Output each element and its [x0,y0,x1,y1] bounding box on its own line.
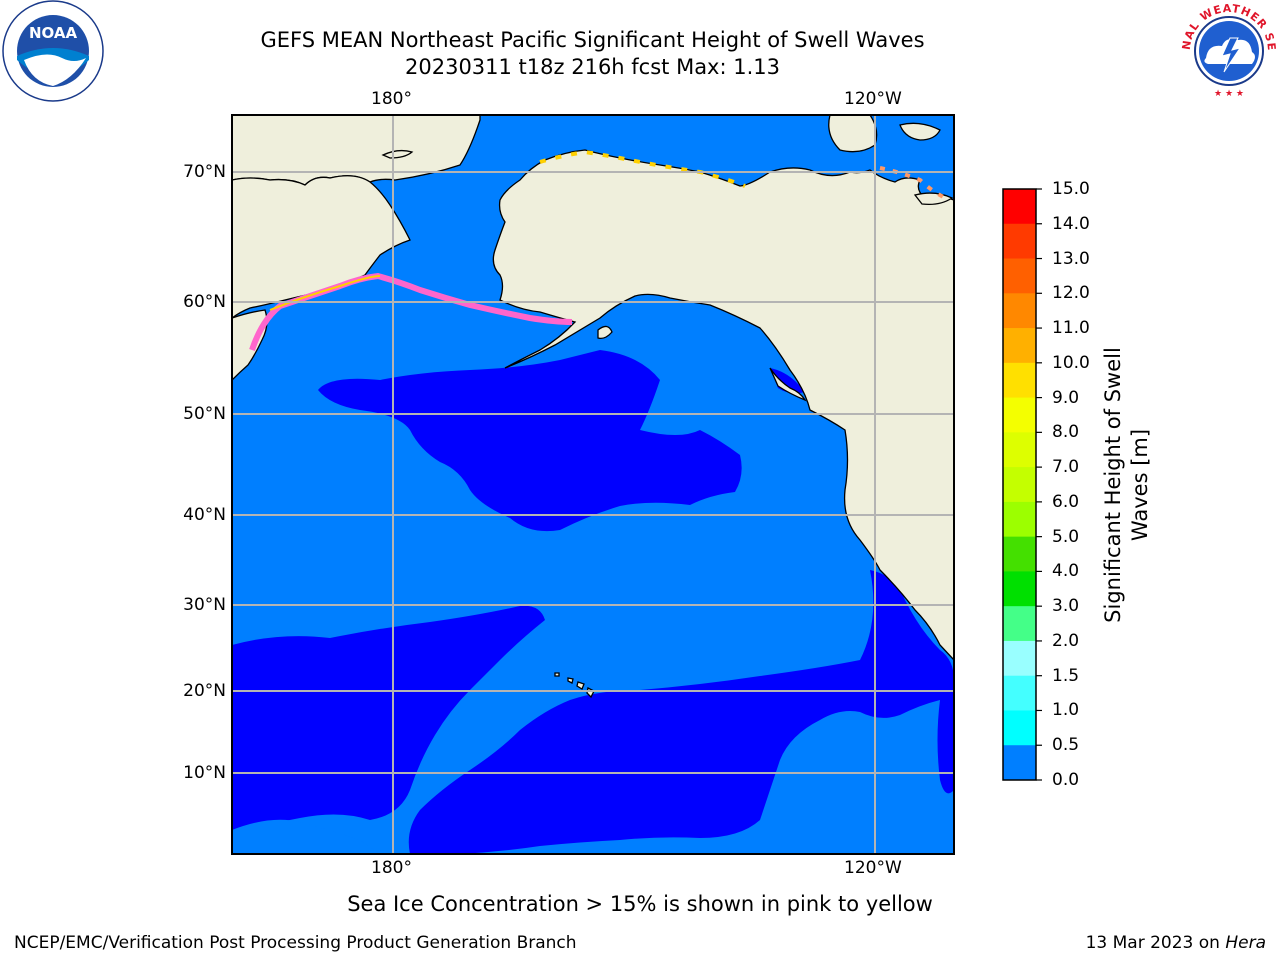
colorbar-tick-label: 10.0 [1052,352,1090,373]
alaska-siberia-land [232,115,954,661]
colorbar-tick-label: 1.0 [1052,700,1080,721]
colorbar-cell [1003,501,1036,538]
nws-logo: NATIONAL WEATHER SERVICE ★ ★ ★ [1178,0,1278,100]
lat-label-10n: 10°N [183,763,226,783]
colorbar-tick-label: 9.0 [1052,387,1080,408]
colorbar-cell [1003,675,1036,711]
noaa-logo: NOAA [2,0,104,102]
colorbar-tick-label: 15.0 [1052,179,1090,199]
map-border [231,114,955,855]
colorbar-tick-label: 0.0 [1052,770,1080,790]
graticule [232,115,954,854]
land-masses [232,115,954,699]
colorbar-cell [1003,362,1036,399]
colorbar-tick-label: 11.0 [1052,318,1090,339]
noaa-logo-text: NOAA [29,24,78,42]
colorbar-cell [1003,571,1036,607]
low-swell-north [318,350,742,532]
lat-label-50n: 50°N [183,404,226,424]
colorbar-tick-label: 7.0 [1052,457,1080,478]
colorbar-cell [1003,606,1036,642]
lat-label-60n: 60°N [183,292,226,312]
lon-label-top-120w: 120°W [844,89,902,109]
colorbar-title: Significant Height of Swell Waves [m] [1101,347,1152,623]
colorbar-cell [1003,710,1036,746]
sea-ice-note: Sea Ice Concentration > 15% is shown in … [347,892,933,916]
low-swell-southeast [408,570,954,854]
colorbar-cell [1003,397,1036,433]
kodiak-island [597,325,613,340]
colorbar-cell [1003,189,1036,225]
colorbar-tick-label: 12.0 [1052,283,1090,304]
map-title: GEFS MEAN Northeast Pacific Significant … [260,28,925,52]
footer-host: Hera [1225,933,1266,953]
chukotka-land [232,175,411,319]
colorbar-tick-label: 6.0 [1052,491,1080,512]
footer-credit: NCEP/EMC/Verification Post Processing Pr… [14,933,577,953]
star-icon: ★ ★ ★ [1214,89,1244,99]
footer-date-text: 13 Mar 2023 on [1085,933,1226,953]
colorbar-ticks [1036,188,1042,781]
lon-label-bottom-120w: 120°W [844,858,902,878]
mid-swell-patch-south [232,819,380,854]
colorbar-cell [1003,467,1036,503]
hawaii-islands [554,672,595,699]
colorbar-cell [1003,640,1036,677]
lat-label-20n: 20°N [183,681,226,701]
colorbar [1003,189,1036,781]
colorbar-cell [1003,328,1036,364]
colorbar-tick-label: 3.0 [1052,596,1080,617]
lon-label-bottom-180: 180° [371,858,412,878]
colorbar-cell [1003,745,1036,781]
kamchatka-land [232,309,268,381]
vancouver-island [769,367,807,402]
colorbar-tick-label: 8.0 [1052,422,1080,443]
colorbar-tick-label: 4.0 [1052,561,1080,582]
lat-label-30n: 30°N [183,595,226,615]
map-frame-content [232,115,954,854]
sea-ice-edges [249,149,951,351]
colorbar-cell [1003,223,1036,260]
colorbar-tick-label: 13.0 [1052,248,1090,269]
lon-label-top-180: 180° [371,89,412,109]
colorbar-cell [1003,536,1036,572]
colorbar-tick-label: 1.5 [1052,665,1080,686]
sea-ice-arctic [539,149,746,188]
lat-label-40n: 40°N [183,505,226,525]
lat-label-70n: 70°N [183,162,226,182]
colorbar-cell [1003,293,1036,329]
colorbar-cell [1003,258,1036,294]
colorbar-tick-label: 0.5 [1052,735,1080,756]
map-subtitle: 20230311 t18z 216h fcst Max: 1.13 [405,55,780,79]
colorbar-tick-label: 14.0 [1052,213,1090,234]
colorbar-tick-label: 5.0 [1052,526,1080,547]
colorbar-cell [1003,432,1036,468]
footer-date: 13 Mar 2023 on Hera [1086,933,1266,953]
colorbar-tick-label: 2.0 [1052,630,1080,651]
colorbar-border [1002,188,1037,781]
